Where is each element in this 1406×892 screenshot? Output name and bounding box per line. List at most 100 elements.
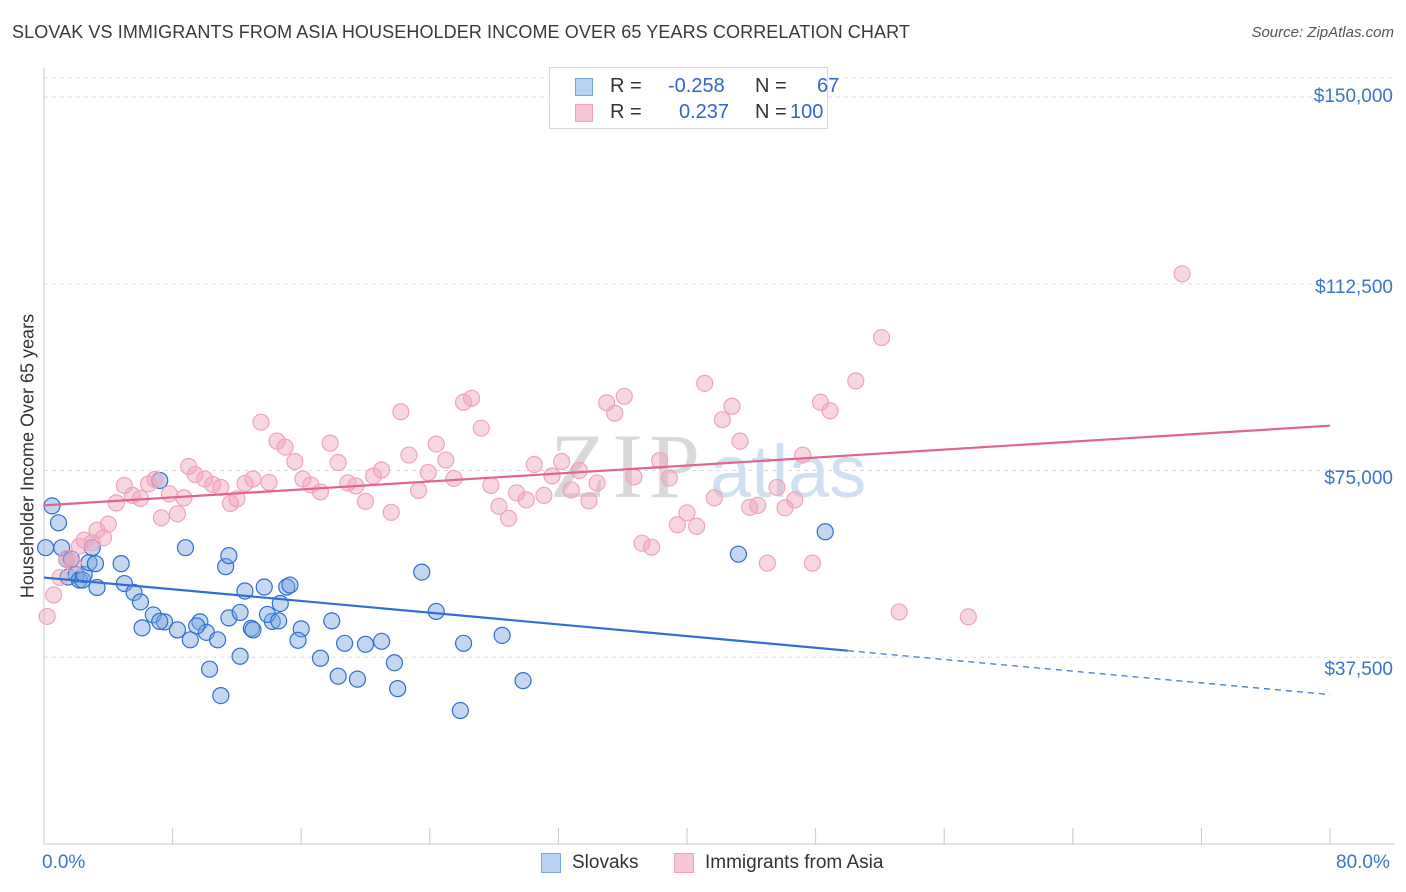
data-point — [228, 490, 246, 508]
data-point — [696, 374, 714, 392]
data-point — [580, 492, 598, 510]
data-point — [588, 474, 606, 492]
asia-r-label: R = — [610, 101, 642, 123]
data-point — [38, 607, 56, 626]
data-point — [400, 446, 418, 464]
data-point — [786, 491, 804, 509]
data-point — [252, 413, 270, 431]
data-point — [372, 461, 391, 479]
data-point — [37, 539, 55, 557]
data-point — [281, 576, 299, 594]
data-point — [329, 453, 347, 472]
data-point — [794, 446, 812, 464]
slovaks-trendline-extension — [847, 650, 1331, 696]
data-point — [236, 474, 254, 493]
data-point — [385, 654, 404, 672]
data-point — [705, 489, 723, 507]
data-point — [625, 468, 643, 486]
data-point — [323, 612, 341, 630]
data-point — [217, 558, 235, 576]
data-point — [45, 586, 63, 604]
data-point — [329, 667, 347, 685]
data-point — [660, 469, 678, 487]
data-point — [633, 534, 651, 552]
data-point — [389, 680, 407, 698]
data-point — [454, 393, 473, 411]
data-point — [651, 451, 669, 470]
data-point — [311, 649, 330, 667]
data-point — [517, 491, 535, 509]
data-point — [427, 435, 445, 453]
data-point — [321, 434, 339, 452]
x-tick-label-max: 80.0% — [1336, 852, 1390, 873]
data-point — [1173, 265, 1191, 283]
asia-n-value: 100 — [790, 101, 824, 123]
data-point — [803, 554, 821, 572]
data-point — [286, 452, 304, 471]
trend-lines — [43, 424, 1331, 696]
y-tick-label: $150,000 — [1313, 86, 1393, 107]
data-point — [270, 612, 288, 630]
data-point — [125, 583, 143, 602]
data-point — [99, 515, 117, 533]
data-point — [419, 463, 437, 482]
data-point — [499, 509, 518, 527]
data-point — [94, 529, 113, 547]
data-point — [244, 470, 262, 488]
data-point — [606, 404, 624, 422]
data-point — [768, 478, 786, 497]
data-point — [131, 593, 150, 611]
asia-r-value: 0.237 — [679, 101, 730, 123]
data-point — [413, 563, 431, 581]
data-point — [152, 509, 170, 527]
data-point — [276, 438, 294, 456]
data-point — [688, 517, 706, 535]
data-point — [437, 451, 455, 469]
asia-swatch — [575, 104, 593, 122]
data-point — [454, 634, 473, 652]
data-point — [382, 503, 400, 521]
data-point — [493, 626, 511, 644]
asia-trendline — [43, 424, 1331, 507]
data-point — [445, 469, 463, 488]
slovaks-n-label: N = — [755, 75, 787, 97]
data-point — [472, 419, 490, 437]
data-point — [847, 372, 865, 390]
chart-title: SLOVAK VS IMMIGRANTS FROM ASIA HOUSEHOLD… — [12, 22, 910, 42]
data-point — [160, 485, 178, 503]
source-label: Source: ZipAtlas.com — [1251, 24, 1394, 41]
data-point — [356, 492, 375, 510]
asia-n-label: N = — [755, 101, 787, 123]
data-point — [260, 473, 278, 492]
slovaks-legend-swatch — [541, 853, 561, 873]
x-tick-label-min: 0.0% — [42, 852, 86, 873]
data-point — [758, 554, 776, 572]
data-point — [570, 461, 588, 480]
data-point — [372, 632, 391, 650]
data-point — [231, 647, 249, 665]
asia-legend-swatch — [674, 853, 694, 873]
data-point — [112, 555, 130, 573]
data-point — [133, 619, 151, 637]
slovaks-trendline — [43, 576, 848, 652]
data-point — [181, 631, 199, 649]
data-point — [151, 612, 169, 630]
slovaks-r-label: R = — [610, 75, 642, 97]
data-point — [959, 608, 977, 626]
data-point — [336, 634, 354, 652]
data-point — [220, 547, 238, 565]
data-point — [49, 514, 68, 532]
data-point — [821, 402, 839, 420]
data-point — [188, 617, 206, 635]
data-point — [553, 452, 571, 471]
data-point — [678, 504, 696, 522]
data-point — [508, 484, 526, 502]
data-point — [643, 538, 661, 556]
data-point — [543, 467, 561, 485]
slovaks-r-value: -0.258 — [668, 75, 725, 97]
data-point — [409, 481, 428, 500]
data-point — [231, 603, 249, 622]
data-point — [668, 516, 686, 534]
data-point — [535, 486, 553, 504]
